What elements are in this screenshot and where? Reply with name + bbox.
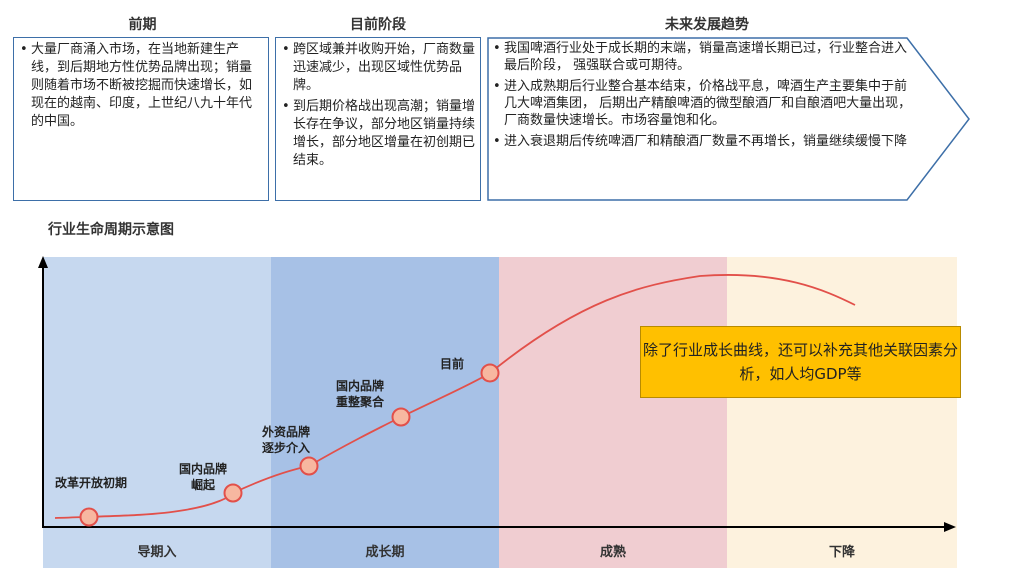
phase-background-maturity bbox=[499, 257, 727, 568]
phase-background-introduction bbox=[43, 257, 271, 568]
phase-label-introduction: 导期入 bbox=[137, 545, 177, 560]
bullet-future-2: 进入成熟期后行业整合基本结束，价格战平息，啤酒生产主要集中于前几大啤酒集团， 后… bbox=[493, 78, 913, 129]
milestone-label-domestic-merge: 国内品牌 重整聚合 bbox=[335, 379, 384, 409]
milestone-label-domestic-rise: 国内品牌 崛起 bbox=[178, 462, 227, 492]
column-title-future: 未来发展趋势 bbox=[665, 17, 749, 33]
box-future: 我国啤酒行业处于成长期的末端，销量高速增长期已过，行业整合进入最后阶段， 强强联… bbox=[487, 37, 971, 201]
phase-background-growth bbox=[271, 257, 499, 568]
milestone-label-reform: 改革开放初期 bbox=[54, 476, 127, 490]
milestone-marker-domestic-merge bbox=[391, 407, 411, 427]
phase-label-decline: 下降 bbox=[828, 545, 855, 560]
milestone-label-current: 目前 bbox=[439, 357, 464, 371]
column-title-current: 目前阶段 bbox=[350, 17, 406, 33]
box-early: 大量厂商涌入市场，在当地新建生产线，到后期地方性优势品牌出现；销量则随着市场不断… bbox=[13, 37, 269, 201]
chart-heading: 行业生命周期示意图 bbox=[48, 222, 174, 238]
bullet-future-1: 我国啤酒行业处于成长期的末端，销量高速增长期已过，行业整合进入最后阶段， 强强联… bbox=[493, 40, 913, 74]
bullet-early-1: 大量厂商涌入市场，在当地新建生产线，到后期地方性优势品牌出现；销量则随着市场不断… bbox=[20, 41, 263, 131]
x-axis-arrow bbox=[944, 522, 956, 532]
bullet-current-1: 跨区域兼并收购开始，厂商数量迅速减少，出现区域性优势品牌。 bbox=[282, 41, 475, 95]
column-title-early: 前期 bbox=[128, 17, 157, 33]
milestone-marker-reform bbox=[79, 507, 99, 527]
phase-background-decline bbox=[727, 257, 957, 568]
box-current: 跨区域兼并收购开始，厂商数量迅速减少，出现区域性优势品牌。 到后期价格战出现高潮… bbox=[275, 37, 481, 201]
callout-note: 除了行业成长曲线，还可以补充其他关联因素分析，如人均GDP等 bbox=[640, 326, 961, 398]
phase-label-growth: 成长期 bbox=[365, 545, 405, 560]
milestone-marker-domestic-rise bbox=[223, 483, 243, 503]
milestone-marker-foreign-entry bbox=[299, 456, 319, 476]
y-axis-arrow bbox=[38, 256, 48, 268]
milestone-label-foreign-entry: 外资品牌 逐步介入 bbox=[261, 425, 310, 455]
bullet-current-2: 到后期价格战出现高潮；销量增长存在争议，部分地区销量持续增长，部分地区增量在初创… bbox=[282, 98, 475, 170]
milestone-marker-current bbox=[480, 363, 500, 383]
phase-label-maturity: 成熟 bbox=[599, 545, 626, 560]
bullet-future-3: 进入衰退期后传统啤酒厂和精酿酒厂数量不再增长，销量继续缓慢下降 bbox=[493, 133, 913, 150]
